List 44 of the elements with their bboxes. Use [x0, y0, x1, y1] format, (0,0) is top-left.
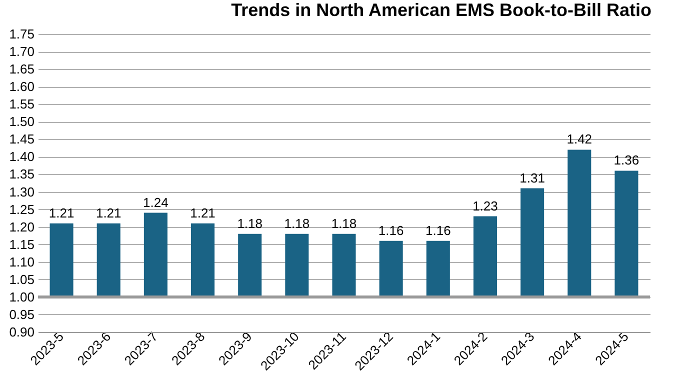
bar: [426, 240, 450, 297]
y-tick-label: 1.55: [9, 96, 34, 112]
y-tick-label: 1.15: [9, 236, 34, 252]
y-tick-label: 1.60: [9, 79, 34, 94]
y-tick-label: 1.65: [9, 62, 34, 77]
y-tick-label: 1.30: [9, 184, 34, 200]
y-tick-label: 1.50: [9, 114, 34, 130]
y-tick-label: 1.25: [9, 202, 34, 217]
bar: [238, 234, 262, 297]
y-tick-label: 0.95: [9, 306, 34, 322]
y-tick-label: 1.10: [9, 254, 34, 270]
data-label: 1.21: [190, 205, 216, 220]
data-label: 1.31: [520, 170, 545, 186]
data-label: 1.42: [566, 132, 592, 147]
data-label: 1.18: [331, 216, 357, 231]
bar: [191, 223, 215, 297]
y-tick-label: 1.70: [9, 44, 34, 60]
bar: [50, 223, 74, 297]
data-label: 1.16: [426, 222, 451, 238]
data-label: 1.36: [614, 152, 640, 168]
bar: [96, 223, 120, 297]
bar: [332, 234, 356, 297]
data-label: 1.18: [284, 216, 310, 231]
y-tick-label: 1.00: [9, 289, 34, 304]
data-label: 1.23: [472, 198, 498, 214]
y-tick-label: 1.75: [9, 26, 34, 42]
data-label: 1.16: [378, 222, 404, 238]
data-label: 1.24: [143, 194, 168, 210]
chart-title: Trends in North American EMS Book-to-Bill Ratio: [231, 0, 652, 20]
bar: [144, 212, 168, 297]
y-tick-label: 1.40: [9, 149, 34, 164]
y-tick-label: 1.20: [9, 219, 34, 234]
bar: [473, 216, 497, 297]
bar: [285, 234, 309, 297]
bar: [568, 150, 592, 297]
y-tick-label: 1.05: [9, 272, 34, 287]
data-label: 1.18: [237, 216, 262, 231]
bar: [614, 170, 638, 297]
data-label: 1.21: [48, 205, 74, 220]
data-label: 1.21: [96, 205, 122, 220]
bar: [379, 240, 403, 297]
bar: [520, 188, 544, 297]
y-tick-label: 1.35: [9, 166, 34, 182]
y-tick-label: 1.45: [9, 132, 34, 147]
